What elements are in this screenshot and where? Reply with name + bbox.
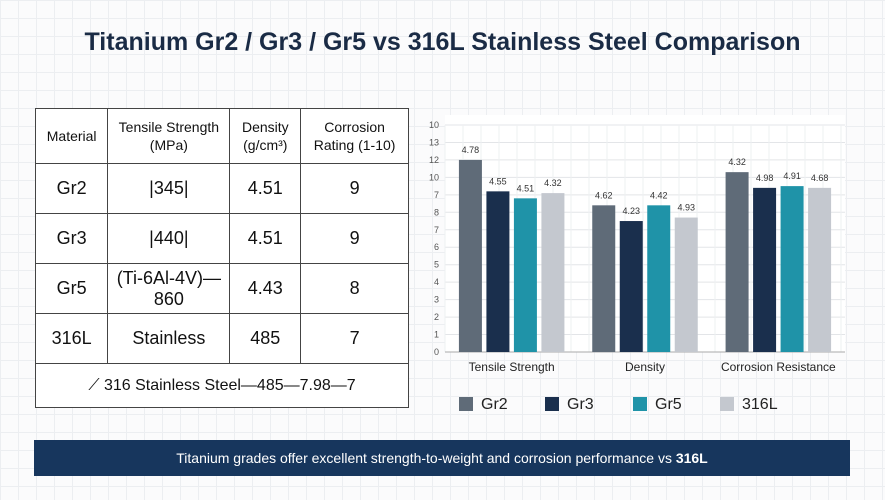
x-tick-label: Density xyxy=(625,360,665,374)
bar xyxy=(753,187,777,352)
table-cell: |440| xyxy=(107,213,231,264)
bar-note: 4.68 xyxy=(811,173,829,183)
table-cell: Stainless xyxy=(107,313,231,364)
bar-note: 4.32 xyxy=(544,178,562,188)
y-tick-label: 2 xyxy=(434,312,439,322)
y-tick-label: 8 xyxy=(434,207,439,217)
bar xyxy=(725,172,749,352)
y-tick-label: 5 xyxy=(434,260,439,270)
y-tick-label: 3 xyxy=(434,295,439,305)
table-cell: Gr3 xyxy=(34,213,109,264)
legend-swatch xyxy=(545,397,559,411)
bar xyxy=(674,217,698,352)
bar xyxy=(541,193,565,352)
header-row: Material Tensile Strength (MPa) Density (g… xyxy=(34,108,409,164)
legend-label: Gr5 xyxy=(655,396,682,413)
bar-note: 4.91 xyxy=(783,171,801,181)
x-tick-label: Corrosion Resistance xyxy=(721,360,836,374)
bar xyxy=(592,205,616,352)
y-tick-label: 0 xyxy=(434,347,439,357)
bar xyxy=(780,186,804,352)
bar-note: 4.93 xyxy=(677,203,695,213)
bar xyxy=(458,159,482,352)
bar xyxy=(513,198,537,352)
table-cell: Gr2 xyxy=(34,163,109,214)
banner: Titanium grades offer excellent strength… xyxy=(34,440,850,476)
bar xyxy=(619,221,643,352)
legend-swatch xyxy=(720,397,734,411)
x-tick-label: Tensile Strength xyxy=(469,360,555,374)
table-cell: |345| xyxy=(107,163,231,214)
y-tick-label: 10 xyxy=(429,120,439,130)
table-cell: (Ti-6Al-4V)—860 xyxy=(107,263,231,314)
banner-emphasis: 316L xyxy=(675,450,708,466)
plot-background xyxy=(445,115,845,352)
column-header: Corrosion Rating (1-10) xyxy=(300,108,409,164)
legend-label: Gr3 xyxy=(567,396,594,413)
bar xyxy=(486,191,510,352)
column-header: Material xyxy=(34,108,109,164)
y-tick-label: 12 xyxy=(429,155,439,165)
y-tick-label: 1 xyxy=(434,330,439,340)
bar-note: 4.55 xyxy=(489,176,507,186)
bar-note: 4.42 xyxy=(650,190,668,200)
bar xyxy=(647,205,671,352)
table-cell: 485 xyxy=(229,313,302,364)
bar-note: 4.23 xyxy=(622,206,640,216)
footer-cell: ⟋ 316 Stainless Steel—485—7.98—7 xyxy=(35,363,409,408)
column-header: Density (g/cm³) xyxy=(229,108,302,164)
bar-note: 4.62 xyxy=(595,190,613,200)
y-tick-label: 6 xyxy=(434,242,439,252)
footer-row: ⟋ 316 Stainless Steel—485—7.98—7 xyxy=(35,363,409,408)
table-row: Gr2 |345| 4.51 9 xyxy=(34,163,409,214)
bar-note: 4.51 xyxy=(517,183,535,193)
y-tick-label: 4 xyxy=(434,277,439,287)
legend-label: 316L xyxy=(742,396,778,413)
table-row: Gr3 |440| 4.51 9 xyxy=(34,213,409,264)
bar-note: 4.98 xyxy=(756,173,774,183)
y-tick-label: 13 xyxy=(429,137,439,147)
comparison-table: Material Tensile Strength (MPa) Density (g… xyxy=(34,108,409,408)
table-cell: 316L xyxy=(34,313,109,364)
table-cell: Gr5 xyxy=(34,263,109,314)
y-tick-label: 7 xyxy=(434,225,439,235)
y-tick-label: 7 xyxy=(434,190,439,200)
table-cell: 9 xyxy=(300,213,409,264)
bar xyxy=(808,187,832,352)
banner-text: Titanium grades offer excellent strength… xyxy=(176,450,676,466)
legend-label: Gr2 xyxy=(481,396,508,413)
legend-swatch xyxy=(459,397,473,411)
page-title: Titanium Gr2 / Gr3 / Gr5 vs 316L Stainle… xyxy=(84,28,801,56)
bar-note: 4.78 xyxy=(462,145,480,155)
table-cell: 8 xyxy=(300,263,409,314)
y-tick-label: 10 xyxy=(429,172,439,182)
legend-swatch xyxy=(633,397,647,411)
bar-note: 4.32 xyxy=(728,157,746,167)
